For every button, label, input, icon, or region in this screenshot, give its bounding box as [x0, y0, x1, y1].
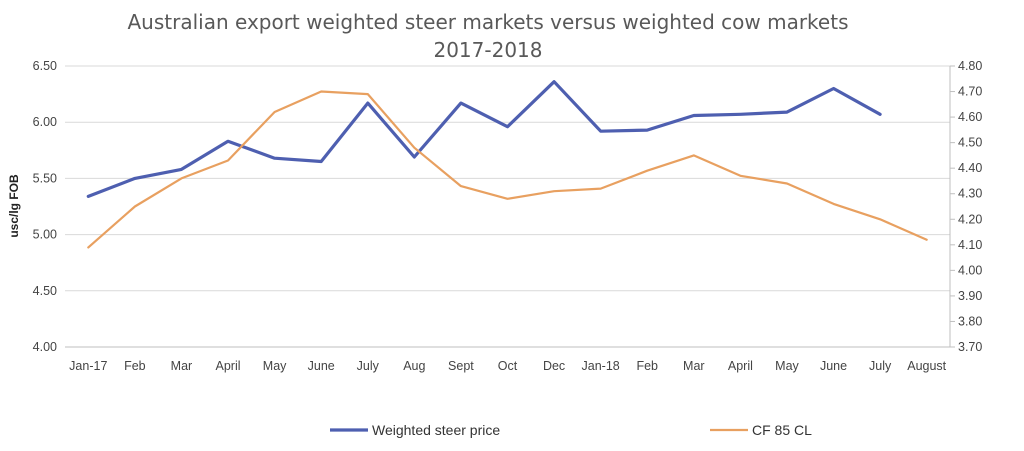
- y-tick-label: 6.00: [33, 115, 57, 129]
- x-tick-label: Dec: [543, 359, 565, 373]
- y2-tick-label: 4.70: [958, 85, 982, 99]
- y2-tick-label: 4.00: [958, 263, 982, 277]
- x-tick-label: Oct: [498, 359, 518, 373]
- x-tick-label: May: [775, 359, 799, 373]
- y-axis-label: usc/lg FOB: [7, 174, 21, 238]
- x-tick-label: July: [357, 359, 380, 373]
- y-tick-label: 5.00: [33, 228, 57, 242]
- legend: Weighted steer price CF 85 CL: [330, 422, 812, 438]
- x-tick-label: Feb: [124, 359, 146, 373]
- left-axis-ticks: 4.00 4.50 5.00 5.50 6.00 6.50: [33, 59, 57, 354]
- x-axis-ticks: Jan-17 Feb Mar April May June July Aug Sept Oct De…: [69, 359, 947, 373]
- axes: [65, 66, 951, 348]
- chart-subtitle: 2017-2018: [433, 38, 542, 62]
- y2-tick-label: 4.60: [958, 110, 982, 124]
- x-tick-label: April: [216, 359, 241, 373]
- y2-tick-label: 4.20: [958, 212, 982, 226]
- x-tick-label: Jan-17: [69, 359, 107, 373]
- x-tick-label: Mar: [683, 359, 705, 373]
- x-tick-label: Sept: [448, 359, 474, 373]
- x-tick-label: April: [728, 359, 753, 373]
- gridlines: [65, 65, 950, 292]
- x-tick-label: July: [869, 359, 892, 373]
- y2-tick-label: 4.30: [958, 187, 982, 201]
- y2-tick-label: 4.50: [958, 136, 982, 150]
- right-axis-ticks: 3.70 3.80 3.90 4.00 4.10 4.20 4.30 4.40 4.50 4.60…: [950, 59, 982, 354]
- x-tick-label: June: [308, 359, 335, 373]
- y2-tick-label: 3.90: [958, 289, 982, 303]
- x-tick-label: Feb: [636, 359, 658, 373]
- y2-tick-label: 4.80: [958, 59, 982, 73]
- x-tick-label: Mar: [171, 359, 193, 373]
- x-tick-label: Jan-18: [582, 359, 620, 373]
- series-line: [87, 90, 928, 249]
- chart-title: Australian export weighted steer markets…: [127, 10, 848, 34]
- legend-label: Weighted steer price: [372, 422, 500, 438]
- y-tick-label: 4.00: [33, 340, 57, 354]
- legend-label: CF 85 CL: [752, 422, 812, 438]
- x-tick-label: Aug: [403, 359, 425, 373]
- y-tick-label: 6.50: [33, 59, 57, 73]
- y-tick-label: 5.50: [33, 171, 57, 185]
- y2-tick-label: 3.70: [958, 340, 982, 354]
- series-lines: [86, 80, 928, 249]
- x-tick-label: August: [907, 359, 946, 373]
- y-tick-label: 4.50: [33, 284, 57, 298]
- x-tick-label: June: [820, 359, 847, 373]
- y2-tick-label: 4.10: [958, 238, 982, 252]
- y2-tick-label: 3.80: [958, 314, 982, 328]
- y2-tick-label: 4.40: [958, 161, 982, 175]
- x-tick-label: May: [263, 359, 287, 373]
- series-line: [86, 80, 882, 198]
